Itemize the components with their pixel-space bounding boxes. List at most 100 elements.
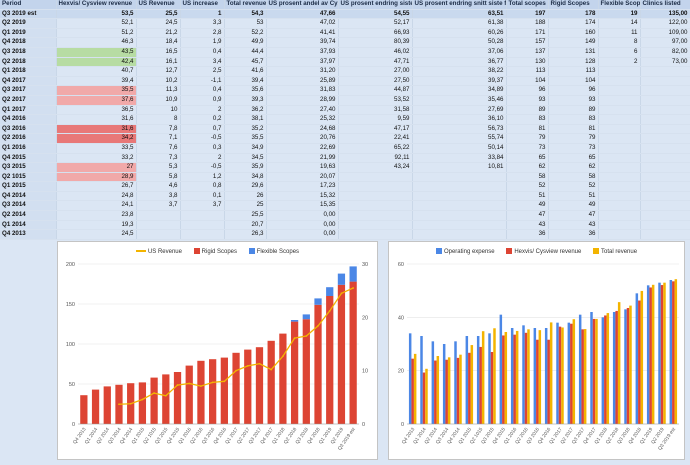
table-cell[interactable]: 3,8 xyxy=(136,191,181,202)
table-cell[interactable] xyxy=(412,172,507,183)
table-cell[interactable]: 43 xyxy=(548,220,599,231)
table-cell[interactable]: 51 xyxy=(548,191,599,202)
table-cell[interactable]: 24,5 xyxy=(56,229,137,240)
table-cell[interactable] xyxy=(640,66,690,77)
table-cell[interactable]: 160 xyxy=(548,28,599,39)
period-cell[interactable]: Q1 2015 xyxy=(0,181,57,192)
table-cell[interactable]: 35,2 xyxy=(224,124,267,135)
table-cell[interactable]: 38,22 xyxy=(412,66,507,77)
table-cell[interactable]: 51 xyxy=(506,191,549,202)
table-cell[interactable]: 47 xyxy=(548,210,599,221)
table-cell[interactable]: 149 xyxy=(548,37,599,48)
table-cell[interactable]: 47 xyxy=(506,210,549,221)
period-cell[interactable]: Q3 2016 xyxy=(0,124,57,135)
table-cell[interactable]: 39,4 xyxy=(224,76,267,87)
table-cell[interactable]: 12,7 xyxy=(136,66,181,77)
table-cell[interactable]: 25,32 xyxy=(266,114,339,125)
table-cell[interactable]: 0,4 xyxy=(180,85,225,96)
table-cell[interactable] xyxy=(598,200,641,212)
table-cell[interactable]: 0,3 xyxy=(180,143,225,154)
table-cell[interactable]: 7,6 xyxy=(136,143,181,154)
table-cell[interactable]: 73,00 xyxy=(640,57,690,68)
table-cell[interactable]: 31,6 xyxy=(56,114,137,125)
table-cell[interactable]: 10,81 xyxy=(412,162,507,173)
table-cell[interactable] xyxy=(136,210,181,221)
table-cell[interactable]: 27,40 xyxy=(266,105,339,116)
table-cell[interactable] xyxy=(412,181,507,192)
table-cell[interactable]: 3,3 xyxy=(180,18,225,29)
table-cell[interactable]: 20,07 xyxy=(266,172,339,183)
period-cell[interactable]: Q1 2016 xyxy=(0,143,57,154)
table-cell[interactable]: 14 xyxy=(598,18,641,29)
table-cell[interactable]: 50,14 xyxy=(412,143,507,154)
table-cell[interactable]: 36 xyxy=(548,229,599,240)
table-cell[interactable]: 44,4 xyxy=(224,47,267,58)
table-cell[interactable]: 19,3 xyxy=(56,220,137,231)
table-cell[interactable]: 41,41 xyxy=(266,28,339,39)
table-cell[interactable]: 0,1 xyxy=(180,191,225,202)
column-header[interactable]: US Revenue xyxy=(136,0,181,10)
table-cell[interactable]: 7,3 xyxy=(136,153,181,164)
table-cell[interactable] xyxy=(598,181,641,192)
table-cell[interactable] xyxy=(598,95,641,106)
table-cell[interactable]: 63,51 xyxy=(412,9,507,20)
table-cell[interactable]: 20,7 xyxy=(224,220,267,231)
table-cell[interactable]: 5,8 xyxy=(136,172,181,183)
table-cell[interactable]: 23,8 xyxy=(56,210,137,221)
period-cell[interactable]: Q1 2018 xyxy=(0,66,57,77)
column-header[interactable]: Total revenue xyxy=(224,0,267,10)
table-cell[interactable]: 17,23 xyxy=(266,181,339,192)
table-cell[interactable] xyxy=(640,220,690,231)
table-cell[interactable]: 15,32 xyxy=(266,191,339,202)
table-cell[interactable]: 38,1 xyxy=(224,114,267,125)
table-cell[interactable]: 5,3 xyxy=(136,162,181,173)
table-cell[interactable]: 19,63 xyxy=(266,162,339,173)
table-cell[interactable]: 53,52 xyxy=(338,95,413,106)
table-cell[interactable]: 47,71 xyxy=(338,57,413,68)
table-cell[interactable] xyxy=(640,105,690,116)
table-cell[interactable]: 2 xyxy=(180,153,225,164)
table-cell[interactable]: 34,9 xyxy=(224,143,267,154)
table-cell[interactable]: 24,68 xyxy=(266,124,339,135)
period-cell[interactable]: Q2 2016 xyxy=(0,133,57,144)
table-cell[interactable] xyxy=(412,191,507,202)
table-cell[interactable]: 35,6 xyxy=(224,85,267,96)
table-cell[interactable] xyxy=(640,95,690,106)
table-cell[interactable] xyxy=(136,220,181,231)
table-cell[interactable] xyxy=(598,153,641,164)
table-cell[interactable]: 62 xyxy=(506,162,549,173)
table-cell[interactable] xyxy=(598,143,641,154)
table-cell[interactable] xyxy=(598,191,641,202)
table-cell[interactable] xyxy=(598,133,641,144)
table-cell[interactable] xyxy=(640,229,690,240)
table-cell[interactable]: 10,2 xyxy=(136,76,181,87)
table-cell[interactable]: 8 xyxy=(598,37,641,48)
table-cell[interactable]: 157 xyxy=(506,37,549,48)
table-cell[interactable]: 46,3 xyxy=(56,37,137,48)
column-header[interactable]: Total scopes xyxy=(506,0,549,10)
table-cell[interactable] xyxy=(598,85,641,96)
table-cell[interactable]: 20,76 xyxy=(266,133,339,144)
table-cell[interactable]: 80,39 xyxy=(338,37,413,48)
table-cell[interactable]: 7,1 xyxy=(136,133,181,144)
table-cell[interactable]: 8 xyxy=(136,114,181,125)
table-cell[interactable]: 26 xyxy=(224,191,267,202)
table-cell[interactable]: 51,2 xyxy=(56,28,137,39)
table-cell[interactable] xyxy=(412,200,507,212)
table-cell[interactable]: 174 xyxy=(548,18,599,29)
period-cell[interactable]: Q2 2014 xyxy=(0,210,57,221)
table-cell[interactable]: 34,2 xyxy=(56,133,137,144)
table-cell[interactable]: 47,17 xyxy=(338,124,413,135)
table-cell[interactable]: 47,66 xyxy=(266,9,339,20)
table-cell[interactable]: 52,17 xyxy=(338,18,413,29)
table-cell[interactable] xyxy=(598,66,641,77)
column-header[interactable]: Hexvis/ Cysview revenue xyxy=(56,0,137,10)
table-cell[interactable]: 45,7 xyxy=(224,57,267,68)
table-cell[interactable] xyxy=(338,210,413,221)
table-cell[interactable]: 104 xyxy=(548,76,599,87)
table-cell[interactable]: 16,1 xyxy=(136,57,181,68)
table-cell[interactable]: 19 xyxy=(598,9,641,20)
table-cell[interactable] xyxy=(640,114,690,125)
table-cell[interactable]: 34,8 xyxy=(224,172,267,183)
table-cell[interactable] xyxy=(598,172,641,183)
